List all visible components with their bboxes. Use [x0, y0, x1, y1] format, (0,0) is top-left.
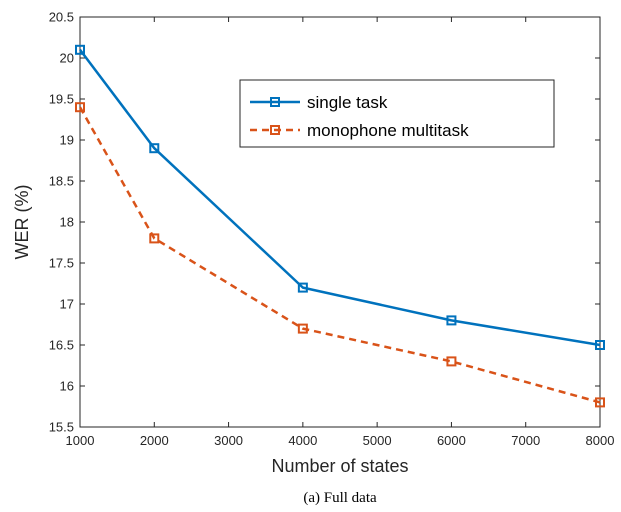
series-point [75, 44, 85, 55]
series-point [595, 340, 605, 350]
axis-ticks: 1000 2000 3000 4000 5000 6000 7000 8000 15.5 16 16… [49, 10, 615, 449]
series-point [446, 315, 457, 326]
y-tick-label: 16.5 [49, 338, 74, 353]
x-tick-label: 4000 [288, 433, 317, 448]
y-tick-label: 16 [60, 379, 74, 394]
legend-marker-single-task [270, 97, 280, 107]
series-point [595, 397, 605, 408]
y-axis-title: WER (%) [12, 185, 32, 260]
x-tick-label: 3000 [214, 433, 243, 448]
y-tick-label: 18.5 [49, 174, 74, 189]
y-tick-label: 17.5 [49, 256, 74, 271]
legend-label-monophone-multitask: monophone multitask [307, 121, 469, 140]
y-tick-label: 15.5 [49, 420, 74, 435]
legend-label-single-task: single task [307, 93, 388, 112]
x-tick-label: 8000 [586, 433, 615, 448]
series-line-0 [79, 49, 601, 347]
series-line-1 [78, 106, 601, 404]
y-tick-label: 20 [60, 51, 74, 66]
series-point [297, 282, 308, 293]
series-point [149, 143, 160, 154]
y-tick-label: 19 [60, 133, 74, 148]
plot-frame [79, 16, 601, 428]
series-point [297, 323, 308, 334]
x-tick-label: 5000 [363, 433, 392, 448]
legend-box [239, 79, 555, 148]
series-point [149, 233, 160, 244]
x-tick-label: 2000 [140, 433, 169, 448]
series-point [75, 102, 85, 113]
y-tick-label: 19.5 [49, 92, 74, 107]
x-axis-title: Number of states [271, 456, 408, 476]
legend: single task monophone multitask [239, 79, 555, 148]
x-tick-label: 7000 [511, 433, 540, 448]
y-tick-label: 17 [60, 297, 74, 312]
series-markers [75, 44, 605, 408]
y-tick-label: 18 [60, 215, 74, 230]
x-tick-label: 6000 [437, 433, 466, 448]
series-point [446, 356, 457, 367]
x-tick-label: 1000 [66, 433, 95, 448]
figure-caption: (a) Full data [303, 490, 377, 506]
legend-marker-monophone-multitask [270, 125, 280, 135]
y-tick-label: 20.5 [49, 10, 74, 25]
series-lines [78, 49, 601, 404]
